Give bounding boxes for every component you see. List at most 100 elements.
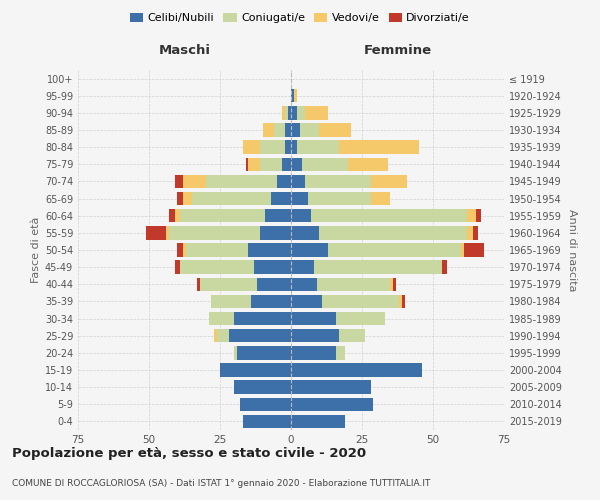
Bar [291, 329, 339, 342]
Bar [288, 106, 291, 120]
Bar [317, 278, 391, 291]
Bar [337, 312, 385, 326]
Bar [308, 192, 371, 205]
Bar [265, 209, 291, 222]
Bar [371, 174, 407, 188]
Bar [251, 294, 291, 308]
Bar [305, 174, 371, 188]
Bar [339, 140, 419, 154]
Text: Maschi: Maschi [158, 44, 211, 58]
Bar [291, 346, 337, 360]
Bar [178, 192, 183, 205]
Bar [237, 346, 291, 360]
Bar [302, 158, 348, 171]
Bar [186, 244, 248, 256]
Bar [248, 244, 291, 256]
Bar [291, 364, 422, 376]
Bar [248, 158, 260, 171]
Bar [328, 244, 461, 256]
Text: COMUNE DI ROCCAGLORIOSA (SA) - Dati ISTAT 1° gennaio 2020 - Elaborazione TUTTITA: COMUNE DI ROCCAGLORIOSA (SA) - Dati ISTA… [12, 479, 430, 488]
Bar [291, 260, 314, 274]
Bar [243, 414, 291, 428]
Bar [183, 174, 206, 188]
Bar [183, 244, 186, 256]
Bar [314, 260, 442, 274]
Bar [254, 260, 291, 274]
Bar [191, 192, 271, 205]
Bar [467, 226, 473, 239]
Bar [271, 192, 291, 205]
Bar [296, 106, 305, 120]
Bar [178, 244, 183, 256]
Bar [442, 260, 447, 274]
Bar [305, 106, 328, 120]
Bar [311, 209, 467, 222]
Bar [291, 158, 302, 171]
Bar [291, 278, 317, 291]
Bar [234, 312, 291, 326]
Bar [209, 312, 234, 326]
Bar [206, 174, 277, 188]
Bar [291, 312, 337, 326]
Bar [294, 89, 296, 102]
Bar [291, 124, 299, 136]
Bar [291, 209, 311, 222]
Bar [234, 380, 291, 394]
Bar [291, 140, 296, 154]
Bar [337, 346, 345, 360]
Bar [169, 209, 175, 222]
Bar [291, 414, 345, 428]
Bar [283, 106, 286, 120]
Bar [169, 226, 260, 239]
Bar [291, 398, 373, 411]
Bar [371, 192, 391, 205]
Bar [183, 192, 191, 205]
Bar [291, 294, 322, 308]
Bar [257, 278, 291, 291]
Legend: Celibi/Nubili, Coniugati/e, Vedovi/e, Divorziati/e: Celibi/Nubili, Coniugati/e, Vedovi/e, Di… [125, 8, 475, 28]
Y-axis label: Anni di nascita: Anni di nascita [567, 209, 577, 291]
Y-axis label: Fasce di età: Fasce di età [31, 217, 41, 283]
Bar [399, 294, 402, 308]
Bar [175, 174, 183, 188]
Bar [348, 158, 388, 171]
Bar [234, 346, 237, 360]
Bar [291, 89, 294, 102]
Bar [214, 329, 217, 342]
Bar [286, 106, 288, 120]
Bar [217, 329, 229, 342]
Text: Femmine: Femmine [364, 44, 431, 58]
Bar [175, 260, 180, 274]
Bar [291, 380, 371, 394]
Bar [220, 364, 291, 376]
Bar [229, 329, 291, 342]
Bar [322, 294, 399, 308]
Bar [146, 226, 166, 239]
Bar [393, 278, 396, 291]
Bar [476, 209, 481, 222]
Bar [391, 278, 393, 291]
Bar [299, 124, 319, 136]
Bar [263, 124, 274, 136]
Bar [180, 260, 254, 274]
Bar [461, 244, 464, 256]
Bar [260, 140, 286, 154]
Bar [283, 158, 291, 171]
Bar [291, 174, 305, 188]
Bar [286, 140, 291, 154]
Bar [291, 244, 328, 256]
Bar [296, 140, 339, 154]
Bar [339, 329, 365, 342]
Bar [166, 226, 169, 239]
Bar [175, 209, 180, 222]
Bar [277, 174, 291, 188]
Bar [402, 294, 404, 308]
Bar [245, 158, 248, 171]
Bar [291, 226, 319, 239]
Bar [200, 278, 257, 291]
Bar [274, 124, 286, 136]
Bar [291, 192, 308, 205]
Bar [319, 226, 467, 239]
Bar [286, 124, 291, 136]
Bar [260, 158, 283, 171]
